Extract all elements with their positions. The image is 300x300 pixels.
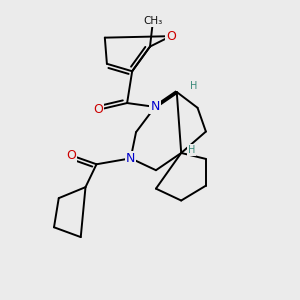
Text: O: O <box>166 30 176 43</box>
Text: O: O <box>93 103 103 116</box>
Text: CH₃: CH₃ <box>143 16 163 26</box>
Text: H: H <box>190 81 198 91</box>
Text: N: N <box>150 100 160 113</box>
Text: O: O <box>66 149 76 162</box>
Text: H: H <box>188 145 195 155</box>
Text: N: N <box>126 152 135 165</box>
